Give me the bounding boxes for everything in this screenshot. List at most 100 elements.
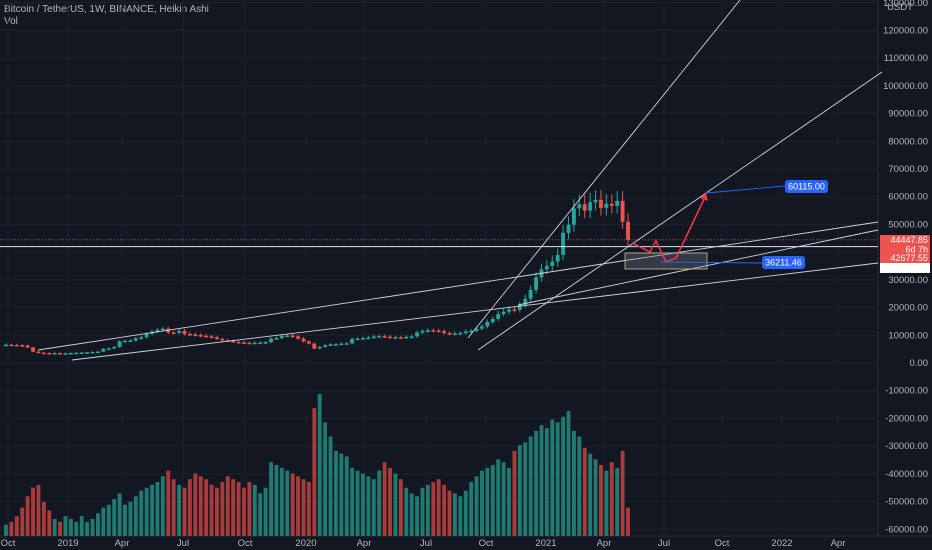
candle-body	[85, 352, 90, 354]
time-axis-label: Apr	[597, 538, 612, 549]
volume-bar	[344, 456, 349, 536]
candle-body	[366, 337, 371, 340]
candle-body	[582, 204, 587, 211]
time-axis-label: Jul	[658, 538, 670, 549]
price-axis-tick: 100000.00	[883, 81, 928, 92]
candle-body	[112, 346, 117, 349]
annotation-leader	[659, 261, 763, 264]
volume-bar	[626, 507, 630, 536]
price-axis-tick: -50000.00	[885, 497, 928, 508]
candle-body	[474, 328, 479, 331]
volume-bar	[339, 453, 344, 536]
volume-bar	[323, 422, 328, 536]
volume-bar	[490, 465, 495, 536]
volume-bar	[123, 504, 127, 536]
time-axis-label: Jul	[177, 538, 189, 549]
volume-bar	[101, 507, 106, 536]
time-axis-label: Jul	[420, 538, 432, 549]
price-tag-label: 6d 7h	[905, 245, 928, 255]
volume-bar	[447, 490, 452, 536]
candle-body	[198, 335, 203, 337]
volume-bar	[534, 430, 538, 536]
candle-body	[290, 335, 295, 338]
candle-body	[398, 337, 403, 339]
price-axis-tick: -60000.00	[885, 524, 928, 535]
volume-bar	[469, 482, 474, 536]
candle-body	[285, 335, 290, 338]
candle-body	[388, 336, 392, 339]
volume-bar	[242, 487, 246, 536]
time-axis-label: 2022	[771, 538, 792, 549]
price-tag-bg	[880, 263, 930, 273]
trend-line	[477, 71, 883, 351]
projection-path	[631, 194, 707, 264]
time-axis-label: Oct	[479, 538, 494, 549]
candle-body	[355, 338, 360, 341]
volume-bar	[36, 484, 41, 536]
volume-bar	[58, 521, 63, 536]
price-axis-tick: 50000.00	[888, 219, 928, 230]
candle-body	[452, 333, 457, 335]
volume-bar	[312, 408, 317, 536]
volume-bar	[539, 425, 544, 536]
annotation-leader	[705, 185, 786, 194]
volume-bar	[41, 501, 46, 536]
volume-bar	[442, 484, 447, 536]
volume-bar	[204, 479, 209, 536]
candle-body	[139, 337, 144, 339]
volume-bar	[333, 450, 338, 536]
candle-body	[523, 298, 528, 306]
volume-bar	[474, 476, 479, 536]
candle-body	[550, 261, 555, 267]
volume-bar	[393, 473, 398, 536]
volume-bar	[79, 516, 84, 536]
candle-body	[263, 342, 268, 344]
volume-bar	[604, 470, 609, 536]
trend-line	[517, 229, 879, 306]
candle-body	[485, 321, 490, 327]
chart-header: Bitcoin / TetherUS, 1W, BINANCE, Heikin …	[4, 4, 209, 28]
volume-bar	[258, 493, 263, 536]
price-axis-tick: -40000.00	[885, 469, 928, 480]
price-axis-tick: 130000.00	[883, 0, 928, 9]
price-tag-label: 42677.55	[890, 253, 928, 263]
volume-bar	[139, 490, 144, 536]
volume-bar	[582, 447, 587, 536]
price-axis-tick: -20000.00	[885, 413, 928, 424]
candle-body	[458, 333, 463, 335]
candle-body	[133, 338, 138, 341]
volume-bar	[290, 473, 295, 536]
volume-bar	[182, 487, 187, 536]
candle-body	[480, 326, 484, 329]
volume-bar	[566, 411, 571, 536]
candle-body	[555, 254, 560, 262]
candle-body	[361, 338, 365, 340]
volume-bar	[517, 445, 522, 536]
candle-body	[377, 336, 382, 338]
candle-body	[571, 208, 576, 225]
candle-body	[620, 200, 625, 222]
candle-body	[431, 330, 436, 332]
price-axis-tick: 60000.00	[888, 192, 928, 203]
volume-bar	[561, 416, 566, 536]
candle-body	[193, 334, 198, 336]
candle-body	[247, 342, 252, 345]
volume-bar	[144, 487, 149, 536]
candle-body	[517, 305, 522, 310]
price-tag-label: 44447.85	[890, 235, 928, 245]
candle-body	[588, 202, 593, 211]
volume-bar	[555, 422, 560, 536]
candle-body	[274, 338, 279, 340]
candle-body	[128, 340, 133, 343]
volume-bar	[350, 467, 355, 536]
volume-bar	[209, 484, 214, 536]
candle-body	[36, 351, 41, 354]
candle-body	[20, 345, 25, 347]
candle-body	[312, 343, 317, 349]
candle-body	[328, 344, 333, 346]
volume-bar	[85, 521, 90, 536]
price-annotation-label: 60115.00	[788, 182, 825, 192]
candle-body	[323, 345, 328, 347]
volume-bar	[47, 510, 52, 536]
